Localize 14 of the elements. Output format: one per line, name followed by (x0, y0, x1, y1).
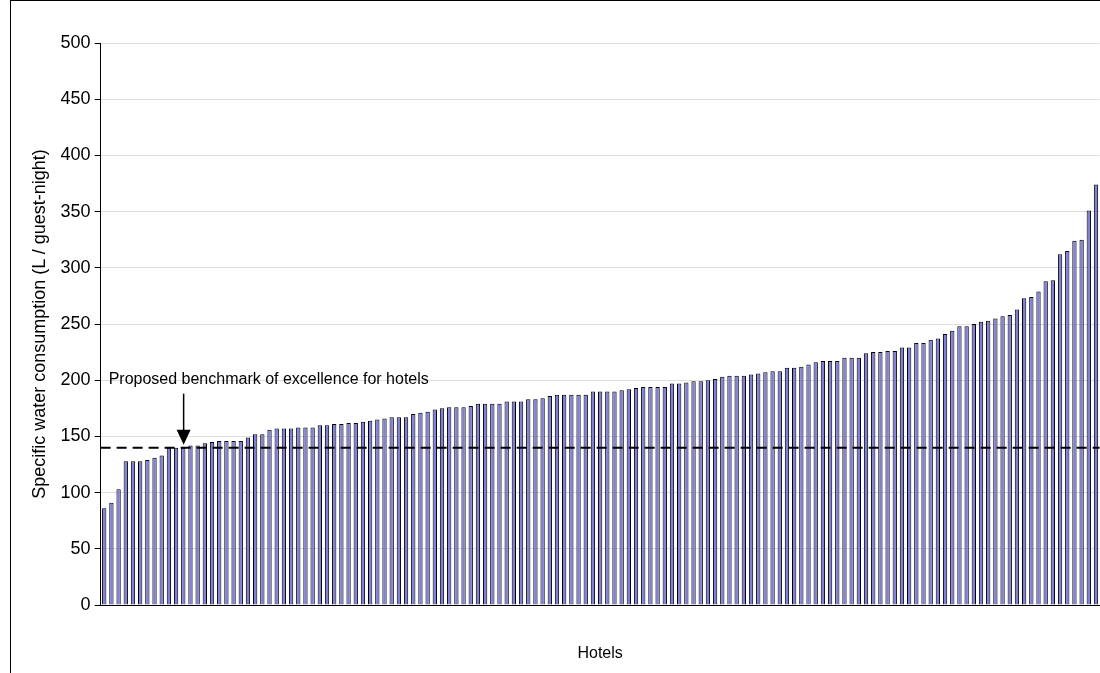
y-tick-label: 50 (70, 537, 91, 558)
y-tick-label: 200 (60, 369, 91, 390)
y-tick-label: 450 (60, 88, 91, 109)
y-tick-label: 0 (80, 593, 91, 614)
y-tick-label: 150 (60, 425, 91, 446)
y-tick-label: 250 (60, 312, 91, 333)
y-axis-title: Specific water consumption (L / guest-night) (28, 149, 49, 499)
y-tick-label: 300 (60, 256, 91, 277)
y-tick-label: 350 (60, 200, 91, 221)
y-tick-label: 400 (60, 144, 91, 165)
x-axis-title: Hotels (577, 643, 623, 661)
y-tick-label: 500 (60, 31, 91, 52)
ref-line-label: Proposed benchmark of excellence for hotels (108, 369, 429, 387)
y-tick-label: 100 (60, 481, 91, 502)
